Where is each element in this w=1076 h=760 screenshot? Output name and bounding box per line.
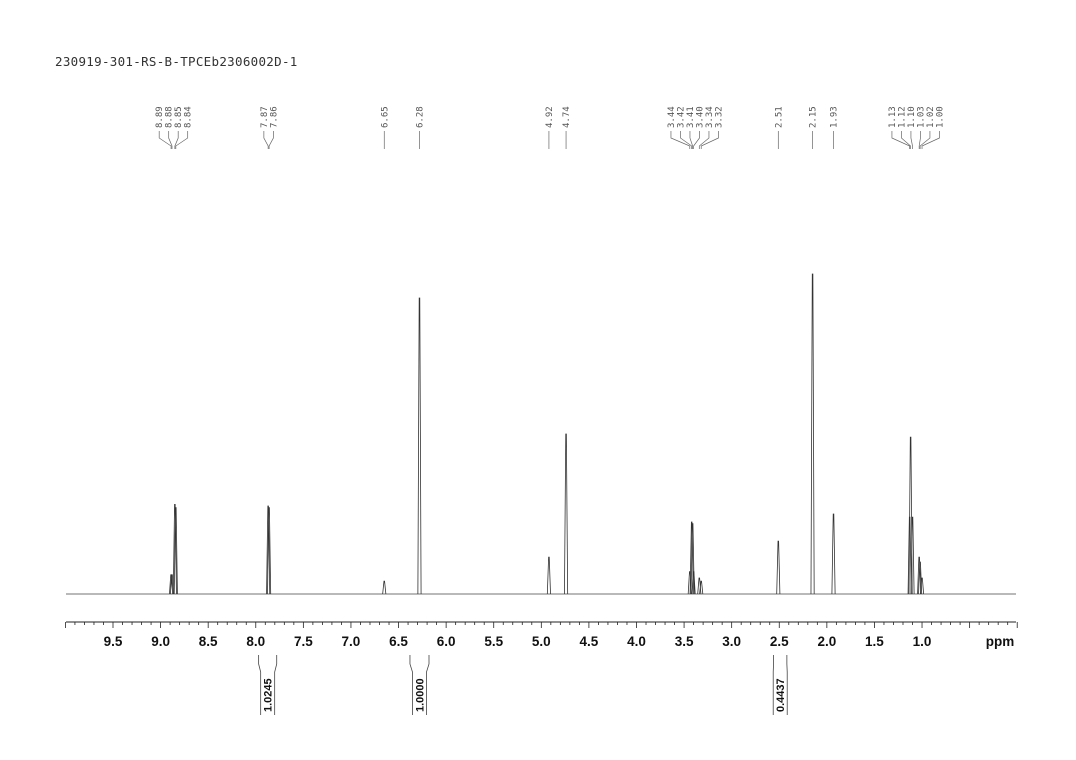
spectrum-peak — [699, 580, 704, 595]
peak-label: 3.34 — [705, 106, 715, 128]
peak-label: 8.88 — [165, 106, 175, 128]
spectrum-peak — [169, 574, 174, 595]
x-tick-label: 4.5 — [580, 634, 599, 649]
spectrum-peak — [417, 297, 422, 595]
spectrum-peak — [173, 507, 178, 595]
peak-label: 2.15 — [809, 106, 819, 128]
spectrum-peak — [687, 571, 692, 595]
peak-label: 4.74 — [562, 106, 572, 128]
x-tick-label: 6.0 — [437, 634, 456, 649]
spectrum-peak — [776, 540, 781, 595]
peak-label: 8.85 — [174, 106, 184, 128]
peak-label: 1.93 — [830, 106, 840, 128]
spectrum-peak — [918, 561, 923, 595]
peak-label: 7.86 — [269, 106, 279, 128]
x-axis-label: ppm — [986, 634, 1015, 649]
peak-label-connector — [174, 131, 179, 149]
peak-label: 3.41 — [686, 106, 696, 128]
peak-label-connector — [689, 131, 693, 149]
peak-label-connector — [268, 131, 274, 149]
spectrum-peak — [691, 571, 696, 595]
peak-label: 8.84 — [184, 106, 194, 128]
peak-label: 6.28 — [415, 106, 425, 128]
peak-label: 2.51 — [774, 106, 784, 128]
peak-label-connector — [693, 131, 700, 149]
integral-bracket — [258, 655, 278, 715]
integral-bracket — [772, 655, 788, 715]
x-tick-label: 9.0 — [151, 634, 170, 649]
peak-label-connector — [919, 131, 931, 149]
spectrum-peak — [689, 521, 694, 595]
x-tick-label: 5.0 — [532, 634, 551, 649]
x-tick-label: 6.5 — [389, 634, 408, 649]
peak-label: 3.44 — [667, 106, 677, 128]
peak-label: 1.10 — [907, 106, 917, 128]
spectrum-peak — [831, 513, 836, 595]
x-tick-label: 2.0 — [817, 634, 836, 649]
peak-label-connector — [918, 131, 921, 149]
spectrum-peak — [908, 436, 913, 595]
x-tick-label: 9.5 — [104, 634, 123, 649]
x-tick-label: 4.0 — [627, 634, 646, 649]
x-tick-label: 3.0 — [722, 634, 741, 649]
spectrum-peak — [172, 504, 177, 595]
integral-value: 1.0000 — [414, 678, 426, 712]
spectrum-peak — [170, 574, 175, 595]
x-tick-label: 1.5 — [865, 634, 884, 649]
peak-label: 8.89 — [155, 106, 165, 128]
peak-label: 4.92 — [545, 106, 555, 128]
spectrum-peak — [910, 516, 915, 595]
integral-value: 1.0245 — [263, 678, 275, 712]
peak-label-connector — [168, 131, 173, 149]
spectrum-peak — [546, 556, 551, 595]
spectrum-peak — [690, 523, 695, 595]
peak-label-connector — [158, 131, 172, 149]
spectrum-peak — [920, 577, 925, 595]
x-tick-label: 8.5 — [199, 634, 218, 649]
peak-label: 1.13 — [888, 106, 898, 128]
spectrum-peak — [810, 273, 815, 595]
spectrum-peak — [267, 507, 272, 595]
peak-label: 1.12 — [897, 106, 907, 128]
spectrum-peak — [382, 580, 387, 595]
peak-label: 3.40 — [695, 106, 705, 128]
spectrum-title: 230919-301-RS-B-TPCEb2306002D-1 — [55, 54, 298, 69]
x-tick-label: 7.0 — [342, 634, 361, 649]
peak-label-connector — [921, 131, 940, 149]
peak-label-connector — [263, 131, 269, 149]
peak-label-connector — [670, 131, 691, 149]
spectrum-peak — [917, 556, 922, 595]
peak-label-connector — [901, 131, 911, 149]
peak-label: 1.02 — [926, 106, 936, 128]
peak-label: 3.32 — [714, 106, 724, 128]
x-tick-label: 1.0 — [913, 634, 932, 649]
spectrum-peak — [266, 505, 271, 595]
peak-label: 7.87 — [260, 106, 270, 128]
integral-value: 0.4437 — [775, 678, 787, 712]
peak-label-connector — [910, 131, 913, 149]
peak-label-connector — [700, 131, 719, 149]
x-tick-label: 5.5 — [484, 634, 503, 649]
x-tick-label: 3.5 — [675, 634, 694, 649]
spectrum-peak — [564, 433, 569, 595]
peak-label-connector — [891, 131, 911, 149]
integral-bracket — [409, 655, 430, 715]
x-tick-label: 7.5 — [294, 634, 313, 649]
peak-label: 1.00 — [935, 106, 945, 128]
peak-label: 6.65 — [380, 106, 390, 128]
peak-label: 1.03 — [916, 106, 926, 128]
peak-label: 3.42 — [676, 106, 686, 128]
x-tick-label: 2.5 — [770, 634, 789, 649]
peak-label-connector — [175, 131, 189, 149]
peak-label-connector — [698, 131, 710, 149]
peak-label-connector — [680, 131, 693, 149]
x-tick-label: 8.0 — [246, 634, 265, 649]
